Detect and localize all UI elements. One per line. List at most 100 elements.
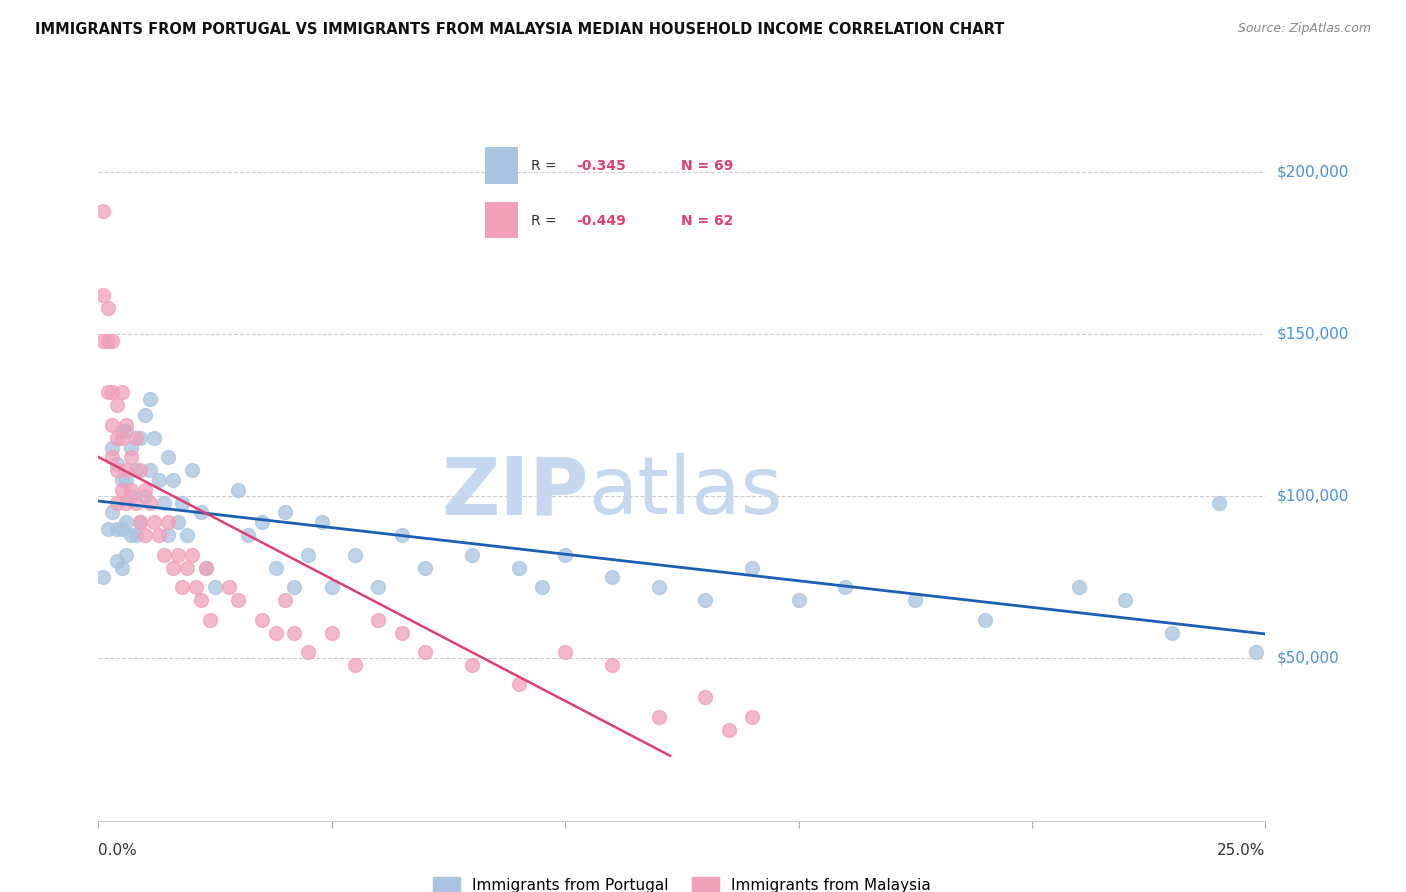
Point (530, 580, 553, 594)
Point (166, 548, 188, 562)
Point (311, 515, 333, 529)
Point (367, 613, 389, 627)
Point (97, 385, 120, 400)
Point (120, 441, 142, 455)
Text: IMMIGRANTS FROM PORTUGAL VS IMMIGRANTS FROM MALAYSIA MEDIAN HOUSEHOLD INCOME COR: IMMIGRANTS FROM PORTUGAL VS IMMIGRANTS F… (35, 22, 1004, 37)
Point (741, 710, 763, 724)
Point (717, 723, 740, 737)
Point (115, 473, 138, 487)
Point (125, 528, 148, 542)
Point (695, 593, 717, 607)
Point (129, 515, 152, 529)
Text: 25.0%: 25.0% (1218, 843, 1265, 858)
Point (647, 580, 669, 594)
Point (180, 548, 202, 562)
Point (1161, 625, 1184, 640)
Point (283, 625, 305, 640)
Point (91, 570, 114, 584)
Point (129, 463, 152, 477)
Point (97, 522, 120, 536)
Point (120, 489, 142, 503)
Point (152, 548, 174, 562)
Text: 0.0%: 0.0% (98, 843, 138, 858)
Point (125, 431, 148, 445)
Text: ZIP: ZIP (441, 453, 589, 532)
Text: Source: ZipAtlas.com: Source: ZipAtlas.com (1237, 22, 1371, 36)
Point (904, 593, 927, 607)
Point (111, 385, 134, 400)
Point (105, 399, 128, 413)
Point (120, 450, 142, 465)
Point (162, 560, 184, 574)
Point (554, 645, 576, 659)
Point (461, 548, 484, 562)
Point (101, 385, 124, 400)
Point (97, 334, 120, 348)
Point (413, 645, 436, 659)
Point (115, 496, 138, 510)
Point (105, 554, 128, 568)
Point (105, 457, 128, 471)
Point (115, 425, 138, 439)
Point (508, 677, 530, 691)
Point (111, 473, 134, 487)
Legend: Immigrants from Portugal, Immigrants from Malaysia: Immigrants from Portugal, Immigrants fro… (426, 871, 938, 892)
Point (101, 506, 124, 520)
Point (148, 528, 170, 542)
Point (120, 483, 142, 497)
Point (367, 580, 389, 594)
Point (101, 441, 124, 455)
Point (250, 613, 273, 627)
Point (218, 580, 240, 594)
Point (236, 528, 259, 542)
Point (344, 657, 367, 672)
Point (190, 506, 212, 520)
Point (134, 528, 156, 542)
Point (143, 431, 166, 445)
Point (111, 483, 134, 497)
Point (134, 408, 156, 422)
Point (91, 288, 114, 302)
Point (101, 334, 124, 348)
Point (204, 580, 226, 594)
Point (391, 625, 413, 640)
Point (190, 593, 212, 607)
Point (834, 580, 856, 594)
Point (115, 548, 138, 562)
Point (1067, 580, 1090, 594)
Point (115, 463, 138, 477)
Point (162, 473, 184, 487)
Point (695, 690, 717, 705)
Point (139, 392, 162, 406)
Point (413, 560, 436, 574)
Text: $100,000: $100,000 (1277, 489, 1348, 504)
Point (134, 489, 156, 503)
Point (115, 417, 138, 432)
Point (139, 463, 162, 477)
Point (139, 496, 162, 510)
Point (186, 580, 208, 594)
Point (166, 515, 188, 529)
Point (321, 625, 343, 640)
Point (461, 657, 484, 672)
Point (787, 593, 810, 607)
Point (194, 560, 217, 574)
Point (91, 334, 114, 348)
Point (111, 425, 134, 439)
Point (1114, 593, 1136, 607)
Point (105, 522, 128, 536)
Point (741, 560, 763, 574)
Point (172, 580, 194, 594)
Point (105, 496, 128, 510)
Point (111, 560, 134, 574)
Point (600, 570, 623, 584)
Point (228, 483, 250, 497)
Text: $150,000: $150,000 (1277, 326, 1348, 342)
Text: $50,000: $50,000 (1277, 651, 1340, 666)
Point (647, 710, 669, 724)
Point (264, 560, 287, 574)
Point (283, 580, 305, 594)
Point (105, 463, 128, 477)
Point (554, 548, 576, 562)
Point (91, 203, 114, 218)
